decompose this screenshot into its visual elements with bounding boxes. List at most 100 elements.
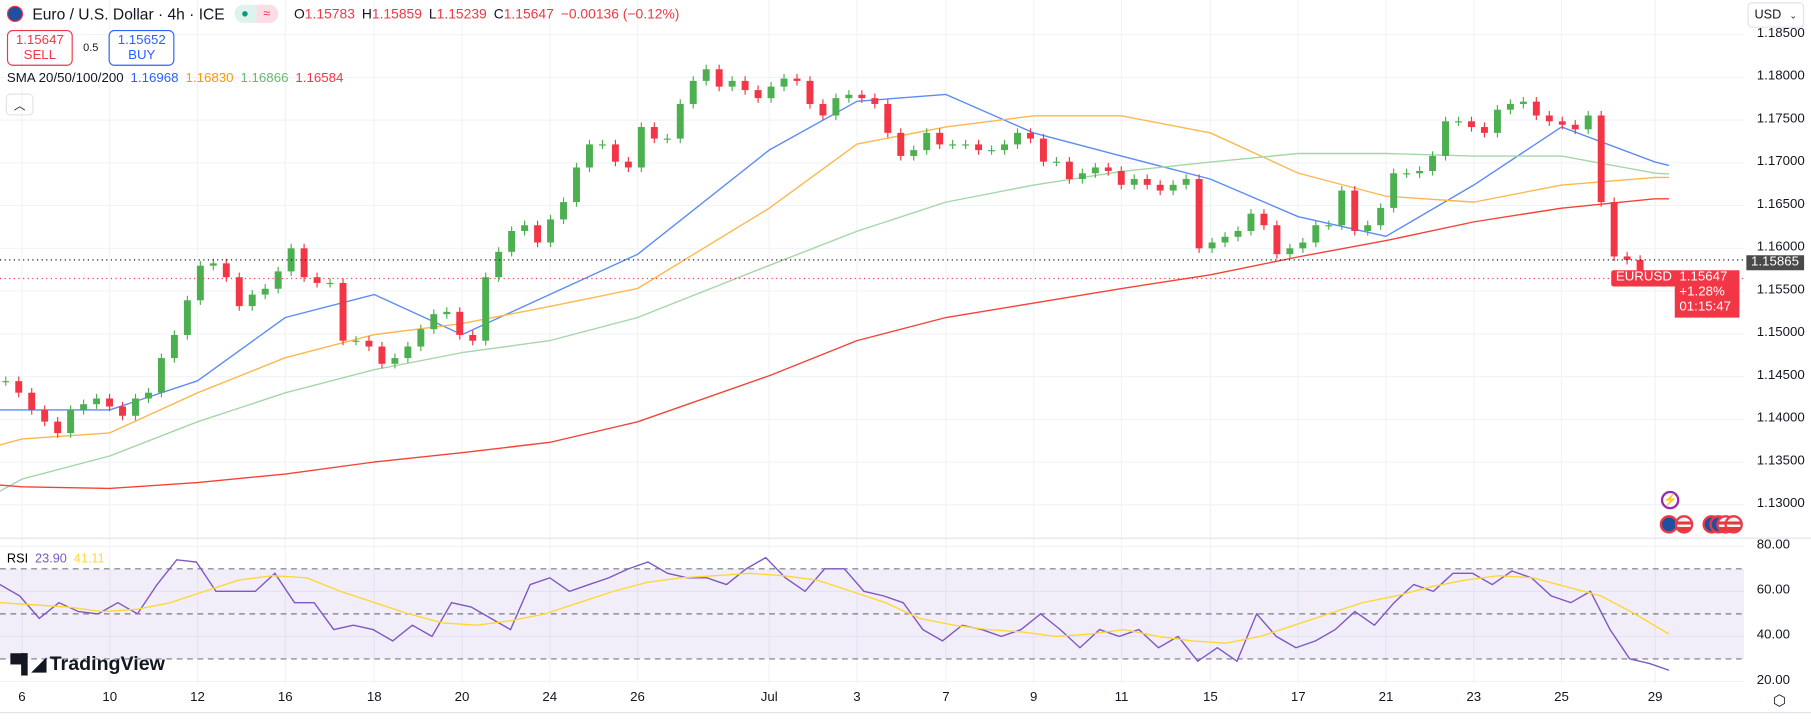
price-axis-label: 1.15000 [1756,325,1805,340]
candle-body [949,144,957,146]
candle-body [1299,242,1307,249]
rsi-ma-line [0,572,1670,644]
buy-price: 1.15652 [117,32,166,47]
tradingview-logo[interactable]: ▀▌◢ TradingView [10,653,165,676]
candle-body [975,144,983,151]
ohlc-value: −0.00136 (−0.12%) [560,5,680,22]
candle-body [1182,179,1190,185]
candle-body [741,80,749,91]
candle-body [482,277,490,341]
candle-body [1584,115,1592,130]
ohlc-item: O1.15783 [294,6,355,22]
buy-label: BUY [128,47,156,62]
collapse-legend-button[interactable]: ︿ [5,93,34,116]
symbol-tag: EURUSD [1611,270,1677,287]
candle-body [637,127,645,168]
time-axis-label: 18 [366,690,382,705]
sma100-value: 1.16866 [240,71,289,86]
sma50-value: 1.16830 [185,71,234,86]
candle-body [248,294,256,307]
lightning-event-icon[interactable]: ⚡ [1660,490,1680,510]
candle-body [1286,248,1294,255]
candle-body [404,346,412,359]
candle-body [144,392,152,399]
time-axis-label: 24 [542,690,558,705]
buy-button[interactable]: 1.15652 BUY [108,30,175,66]
spread: 0.5 [83,41,99,55]
candle-body [1039,138,1047,162]
candle-body [1325,225,1333,227]
candle-body [1117,170,1125,185]
candle-body [1623,256,1631,260]
sma200-value: 1.16584 [295,71,344,86]
sma20-value: 1.16968 [130,71,179,86]
currency-value: USD [1754,8,1782,22]
time-axis-label: 9 [1030,690,1038,705]
us-event-icon[interactable] [1724,515,1743,534]
candle-body [663,138,671,140]
price-axis-label: 1.13000 [1756,496,1805,511]
logo-text: TradingView [49,652,165,675]
candle-body [1455,121,1462,123]
ohlc-item: −0.00136 (−0.12%) [561,6,680,22]
ohlc-key: L [428,5,437,22]
candle-body [339,282,347,341]
candle-body [508,230,516,252]
sma-line-sma100 [0,152,1670,492]
time-axis-label: 25 [1554,690,1569,705]
candle-body [1545,115,1553,122]
candle-body [1195,179,1203,249]
candle-body [80,404,88,411]
candle-body [1597,115,1605,203]
candle-body [1001,144,1008,151]
sma-line-sma200 [0,198,1669,490]
settings-icon[interactable]: ⬡ [1772,691,1787,710]
candle-body [93,398,101,405]
candle-body [1338,190,1346,226]
sell-button[interactable]: 1.15647 SELL [6,30,73,66]
candle-body [1221,236,1229,243]
ohlc-value: 1.15783 [304,5,355,22]
candle-body [1416,170,1424,174]
candle-body [689,80,697,104]
candle-body [780,78,788,87]
candle-body [183,300,191,335]
trade-panel: 1.15647 SELL 0.5 1.15652 BUY [6,30,175,66]
time-axis-label: 17 [1290,690,1306,705]
tradingview-logo-icon: ▀▌◢ [10,654,46,675]
price-axis-label: 1.18000 [1756,69,1805,84]
rsi-axis-label: 60.00 [1756,583,1790,598]
chevron-down-icon: ⌄ [1789,9,1798,21]
sma-legend[interactable]: SMA 20/50/100/200 1.16968 1.16830 1.1686… [7,72,344,86]
time-axis-label: 3 [853,690,861,705]
us-event-icon[interactable] [1674,515,1694,534]
ohlc-value: 1.15859 [371,5,422,22]
candle-body [585,144,593,168]
candle-body [352,340,360,342]
candle-body [1364,225,1372,231]
candle-body [1027,132,1034,139]
status-pill[interactable]: ● ≈ [233,4,278,24]
candle-body [1403,173,1411,175]
symbol-title[interactable]: Euro / U.S. Dollar · 4h · ICE [32,5,225,23]
price-axis-label: 1.17000 [1756,154,1805,169]
candle-body [793,78,801,81]
candle-body [650,127,658,139]
candle-body [897,132,905,156]
sell-label: SELL [23,47,57,62]
candle-body [119,406,126,416]
candle-body [1351,190,1359,231]
candle-body [15,381,23,393]
candle-body [910,150,918,156]
rsi-legend[interactable]: RSI 23.90 41.11 [7,552,105,566]
currency-select[interactable]: USD ⌄ [1747,2,1805,28]
candle-body [1468,121,1475,128]
rsi-label: RSI [6,552,29,566]
candle-body [1636,259,1644,279]
time-axis-label: 6 [18,690,26,705]
candle-body [1493,109,1501,133]
candle-body [936,132,944,145]
candle-body [456,311,464,335]
